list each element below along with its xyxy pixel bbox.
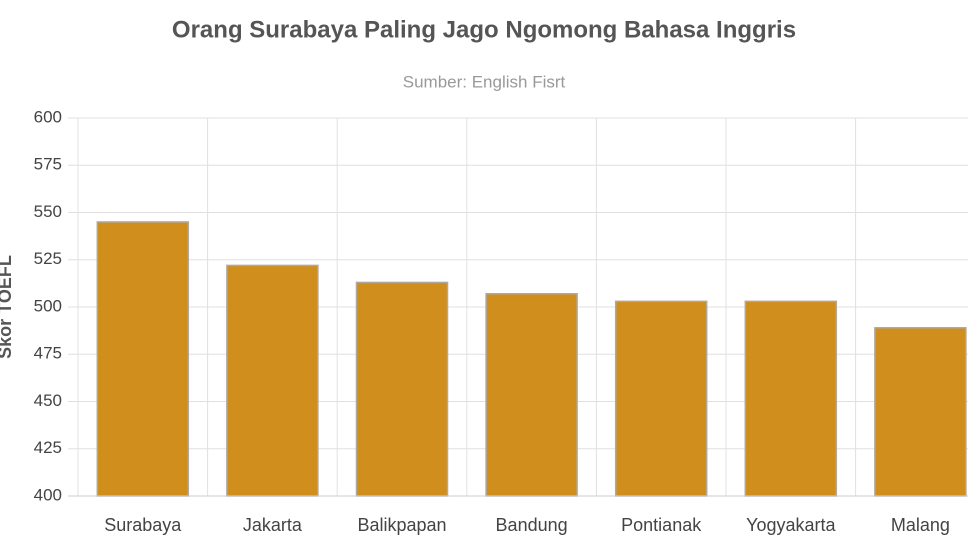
y-tick-label: 600 bbox=[34, 107, 62, 126]
chart-title: Orang Surabaya Paling Jago Ngomong Bahas… bbox=[172, 16, 796, 43]
chart-subtitle: Sumber: English Fisrt bbox=[403, 72, 566, 91]
y-tick-label: 400 bbox=[34, 485, 62, 504]
y-tick-label: 550 bbox=[34, 202, 62, 221]
x-tick-label: Jakarta bbox=[243, 515, 303, 535]
x-tick-label: Pontianak bbox=[621, 515, 702, 535]
bar bbox=[355, 281, 449, 497]
y-tick-label: 475 bbox=[34, 344, 62, 363]
y-tick-label: 525 bbox=[34, 249, 62, 268]
y-axis-label: Skor TOEFL bbox=[0, 255, 15, 359]
x-tick-label: Bandung bbox=[496, 515, 568, 535]
bar bbox=[744, 300, 838, 497]
y-tick-label: 575 bbox=[34, 155, 62, 174]
x-tick-label: Balikpapan bbox=[357, 515, 446, 535]
y-tick-label: 500 bbox=[34, 296, 62, 315]
x-tick-label: Yogyakarta bbox=[746, 515, 836, 535]
y-tick-label: 450 bbox=[34, 391, 62, 410]
bar bbox=[96, 221, 190, 497]
bar bbox=[614, 300, 708, 497]
y-tick-label: 425 bbox=[34, 438, 62, 457]
x-tick-label: Malang bbox=[891, 515, 950, 535]
bar bbox=[485, 293, 578, 497]
x-tick-label: Surabaya bbox=[104, 515, 182, 535]
bar bbox=[874, 327, 967, 497]
bar bbox=[226, 264, 319, 497]
